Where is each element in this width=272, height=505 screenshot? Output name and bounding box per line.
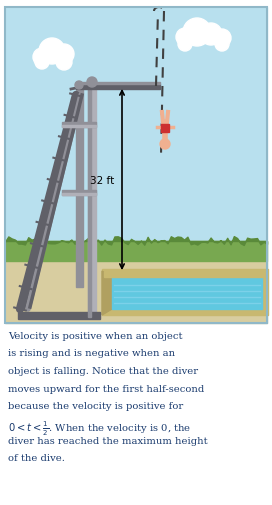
Bar (5, 8, 267, 323)
Bar (5, 241, 267, 262)
Text: because the velocity is positive for: because the velocity is positive for (8, 401, 183, 410)
Circle shape (39, 39, 65, 65)
Bar (161, 125, 169, 133)
Bar (5, 262, 267, 323)
Circle shape (200, 24, 222, 46)
Circle shape (87, 78, 97, 88)
Bar (88, 86, 96, 317)
Circle shape (54, 45, 74, 65)
Circle shape (160, 140, 170, 149)
Circle shape (56, 55, 72, 71)
Bar (112, 277, 262, 310)
Bar (88, 86, 91, 317)
Circle shape (178, 38, 192, 52)
Circle shape (176, 29, 194, 47)
Circle shape (215, 38, 229, 52)
Bar (104, 272, 266, 277)
Bar (62, 190, 96, 195)
Text: moves upward for the first half-second: moves upward for the first half-second (8, 384, 204, 393)
Circle shape (183, 19, 211, 47)
Bar (62, 123, 96, 128)
Text: object is falling. Notice that the diver: object is falling. Notice that the diver (8, 366, 198, 375)
Bar (62, 193, 96, 195)
Circle shape (213, 30, 231, 48)
Bar (5, 8, 267, 323)
Text: Velocity is positive when an object: Velocity is positive when an object (8, 331, 183, 340)
Text: 32 ft: 32 ft (90, 175, 114, 185)
Text: of the dive.: of the dive. (8, 453, 65, 463)
Polygon shape (102, 272, 112, 316)
Bar (76, 86, 83, 287)
Bar (18, 313, 100, 319)
Bar (62, 126, 96, 128)
Circle shape (35, 56, 49, 70)
Circle shape (75, 82, 83, 90)
Bar (102, 270, 268, 316)
Bar (76, 85, 160, 90)
Circle shape (33, 49, 51, 67)
Text: diver has reached the maximum height: diver has reached the maximum height (8, 436, 208, 445)
Bar (76, 83, 160, 85)
Text: is rising and is negative when an: is rising and is negative when an (8, 349, 175, 358)
Text: $0 < t < \frac{1}{2}$. When the velocity is 0, the: $0 < t < \frac{1}{2}$. When the velocity… (8, 419, 191, 437)
